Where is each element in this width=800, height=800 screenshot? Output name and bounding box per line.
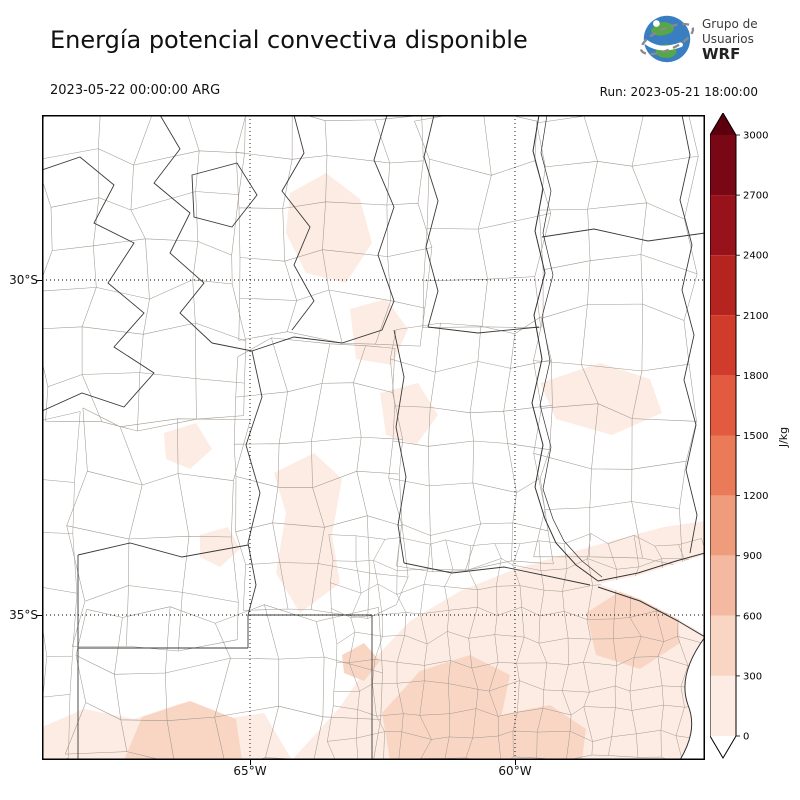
colorbar-band <box>710 375 736 436</box>
parana-river <box>531 115 599 582</box>
colorbar-tick: 2700 <box>743 191 768 202</box>
colorbar-band <box>710 675 736 736</box>
y-axis-tick-35s: 35°S <box>9 608 38 622</box>
colorbar-tick: 2100 <box>743 311 768 322</box>
wrf-logo: Grupo de Usuarios WRF <box>638 10 758 68</box>
y-axis-tickmark <box>37 280 42 281</box>
department-boundary-lines <box>233 337 409 619</box>
river-and-coastline <box>531 115 705 760</box>
colorbar-tick: 900 <box>743 551 762 562</box>
wrf-globe-icon <box>639 15 695 63</box>
department-boundary-lines <box>42 411 81 760</box>
colorbar-band <box>710 615 736 676</box>
colorbar-tick: 600 <box>743 611 762 622</box>
colorbar-tick: 3000 <box>743 131 768 142</box>
colorbar: 0 300 600 900 1200 1500 1800 2100 2400 2… <box>710 113 768 759</box>
cape-shaded-region <box>342 643 380 681</box>
colorbar-band <box>710 495 736 556</box>
department-boundary-lines <box>42 115 247 432</box>
y-axis-tickmark <box>37 615 42 616</box>
cape-shaded-region <box>380 383 438 445</box>
colorbar-tickmarks <box>736 134 740 737</box>
map-canvas <box>42 115 705 760</box>
map-border <box>42 115 705 760</box>
colorbar-over-arrow <box>710 113 736 135</box>
parana-river-east-bank <box>539 115 603 578</box>
page-title: Energía potencial convectiva disponible <box>50 26 528 54</box>
colorbar-band <box>710 315 736 376</box>
cape-shaded-region <box>540 363 662 435</box>
colorbar-under-arrow <box>710 736 736 758</box>
colorbar-unit-label: J/kg <box>777 426 790 448</box>
y-axis-tick-30s: 30°S <box>9 273 38 287</box>
estuary-south-coast <box>597 586 705 638</box>
department-boundary-lines <box>533 115 699 567</box>
run-time-label: Run: 2023-05-21 18:00:00 <box>599 85 758 99</box>
colorbar-tick: 2400 <box>743 251 768 262</box>
wrf-logo-text: Grupo de Usuarios WRF <box>702 17 758 62</box>
department-boundary-lines <box>388 316 554 573</box>
department-mesh <box>42 115 705 760</box>
colorbar-tick: 1800 <box>743 371 768 382</box>
cape-shaded-region <box>164 423 212 469</box>
colorbar-tick: 1500 <box>743 431 768 442</box>
atlantic-coastline <box>679 636 705 760</box>
gridlines <box>42 115 705 760</box>
colorbar-tick: 0 <box>743 732 749 743</box>
colorbar-tick: 1200 <box>743 491 768 502</box>
department-boundary-lines <box>414 115 552 329</box>
x-axis-tickmark <box>515 760 516 765</box>
logo-line-wrf: WRF <box>702 44 741 63</box>
cape-shaded-region <box>286 173 372 283</box>
department-boundary-lines <box>327 533 705 760</box>
cape-shaded-region <box>462 705 586 760</box>
estuary-north-coast <box>597 552 705 582</box>
colorbar-tick-labels: 0 300 600 900 1200 1500 1800 2100 2400 2… <box>743 131 768 743</box>
cape-shaded-region <box>382 655 510 760</box>
department-boundary-lines <box>66 407 251 652</box>
x-axis-tick-60w: 60°W <box>498 764 532 778</box>
colorbar-band <box>710 195 736 256</box>
colorbar-tick: 300 <box>743 671 762 682</box>
logo-line-1: Grupo de <box>702 16 758 31</box>
colorbar-band <box>710 555 736 616</box>
x-axis-tick-65w: 65°W <box>233 764 267 778</box>
department-boundary-lines <box>64 604 383 760</box>
department-boundary-lines <box>235 115 433 347</box>
cape-shaded-region <box>274 453 342 613</box>
colorbar-band <box>710 255 736 316</box>
logo-line-2: Usuarios <box>702 31 754 46</box>
colorbar-band <box>710 135 736 196</box>
colorbar-band <box>710 435 736 496</box>
cape-shaded-region <box>124 701 242 760</box>
valid-time-label: 2023-05-22 00:00:00 ARG <box>50 83 221 98</box>
x-axis-tickmark <box>250 760 251 765</box>
